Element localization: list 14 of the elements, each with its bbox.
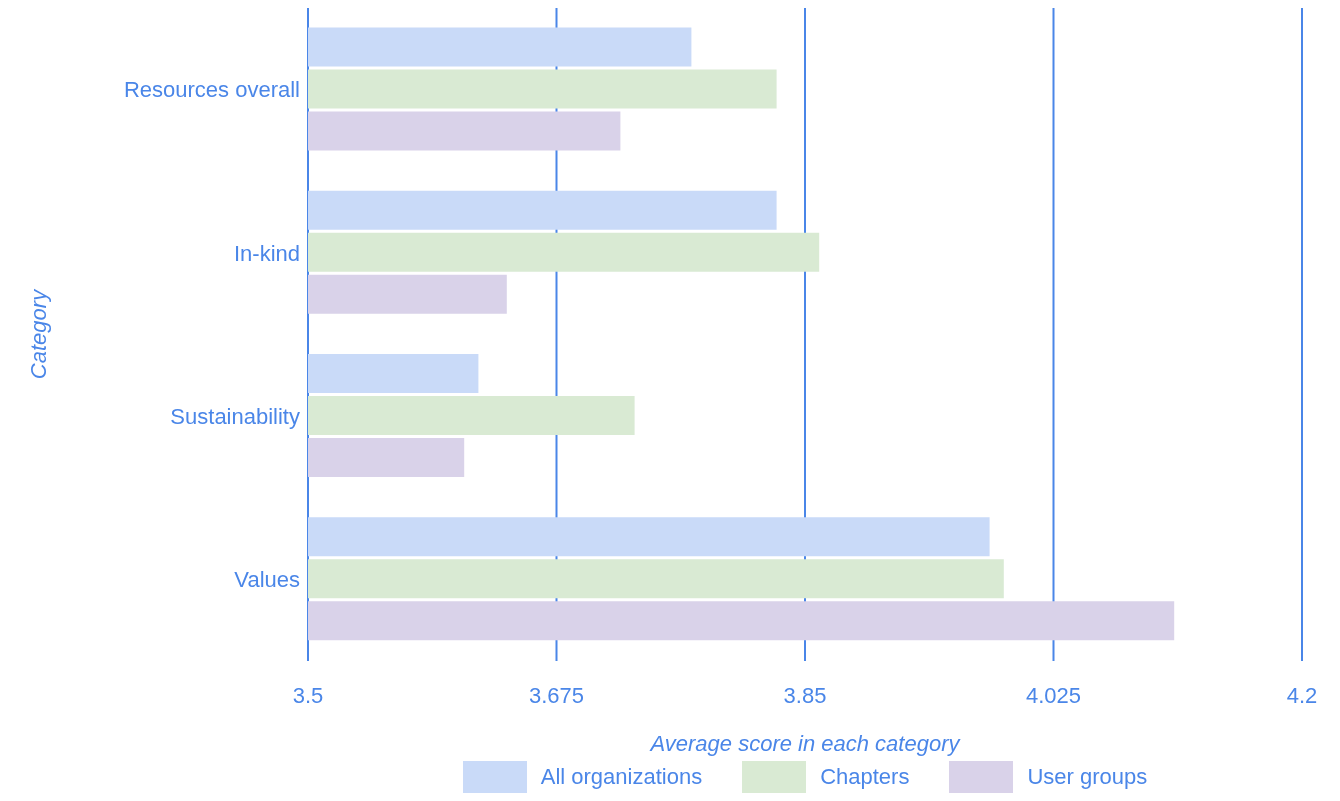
y-axis-title: Category (25, 287, 51, 380)
x-axis-title: Average score in each category (648, 731, 962, 756)
legend-label: All organizations (540, 764, 703, 790)
y-tick-label: Sustainability (170, 403, 300, 429)
y-tick-label: Values (234, 567, 300, 593)
legend-label: User groups (1027, 764, 1148, 790)
x-tick-label: 3.85 (783, 682, 827, 708)
x-tick-label: 4.025 (1025, 682, 1082, 708)
x-tick-label: 4.2 (1286, 682, 1318, 708)
y-tick-label: In-kind (233, 240, 300, 266)
x-tick-label: 3.675 (528, 682, 585, 708)
y-tick-label: Resources overall (123, 77, 300, 103)
legend-label: Chapters (820, 764, 910, 790)
x-tick-label: 3.5 (292, 682, 324, 708)
